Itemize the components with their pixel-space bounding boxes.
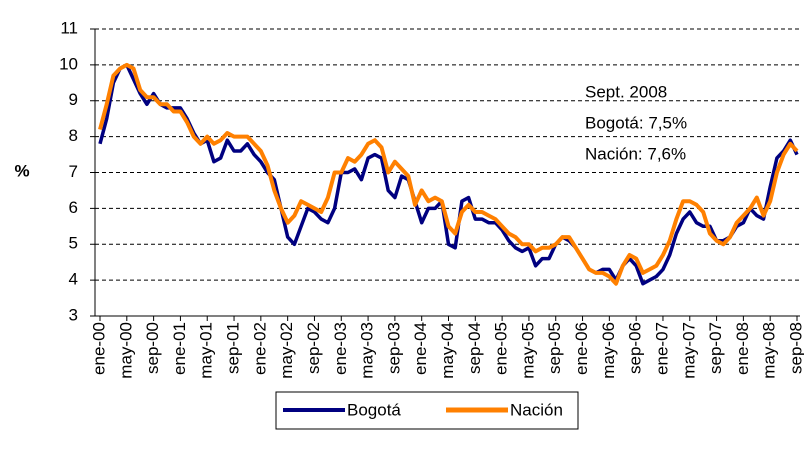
y-tick-label: 8 [69, 126, 78, 145]
x-tick-label: may-04 [438, 322, 457, 379]
annotation: Bogotá: 7,5% [585, 113, 687, 132]
y-tick-label: 7 [69, 162, 78, 181]
x-tick-label: sep-02 [304, 322, 323, 374]
x-tick-label: ene-02 [250, 322, 269, 375]
y-axis-label: % [14, 161, 29, 180]
annotation: Nación: 7,6% [585, 144, 686, 163]
x-tick-label: sep-05 [545, 322, 564, 374]
y-tick-label: 10 [59, 54, 78, 73]
x-tick-label: sep-03 [384, 322, 403, 374]
x-tick-label: ene-00 [89, 322, 108, 375]
x-tick-label: may-05 [518, 322, 537, 379]
y-tick-label: 11 [60, 18, 78, 37]
x-tick-label: sep-01 [224, 322, 243, 374]
legend-label: Nación [510, 400, 563, 419]
x-tick-label: ene-07 [652, 322, 671, 375]
x-tick-label: ene-05 [492, 322, 511, 375]
y-tick-label: 9 [69, 90, 78, 109]
x-tick-label: ene-04 [411, 322, 430, 375]
x-tick-label: may-01 [197, 322, 216, 379]
x-tick-label: ene-03 [331, 322, 350, 375]
y-tick-label: 4 [69, 270, 78, 289]
x-tick-label: may-08 [760, 322, 779, 379]
x-tick-label: sep-06 [626, 322, 645, 374]
annotation: Sept. 2008 [585, 82, 667, 101]
y-tick-label: 6 [69, 198, 78, 217]
series-line [98, 62, 799, 286]
legend-label: Bogotá [347, 400, 401, 419]
x-tick-label: ene-06 [572, 322, 591, 375]
x-tick-label: sep-08 [786, 322, 804, 374]
x-tick-label: sep-07 [706, 322, 725, 374]
x-tick-label: ene-08 [733, 322, 752, 375]
series-line [98, 63, 799, 286]
y-tick-label: 3 [69, 305, 78, 324]
x-tick-label: sep-04 [465, 322, 484, 374]
x-tick-label: ene-01 [170, 322, 189, 375]
x-tick-label: sep-00 [143, 322, 162, 374]
x-tick-label: may-00 [116, 322, 135, 379]
x-tick-label: may-02 [277, 322, 296, 379]
x-tick-label: may-03 [358, 322, 377, 379]
y-tick-label: 5 [69, 234, 78, 253]
x-tick-label: may-06 [599, 322, 618, 379]
x-tick-label: may-07 [679, 322, 698, 379]
